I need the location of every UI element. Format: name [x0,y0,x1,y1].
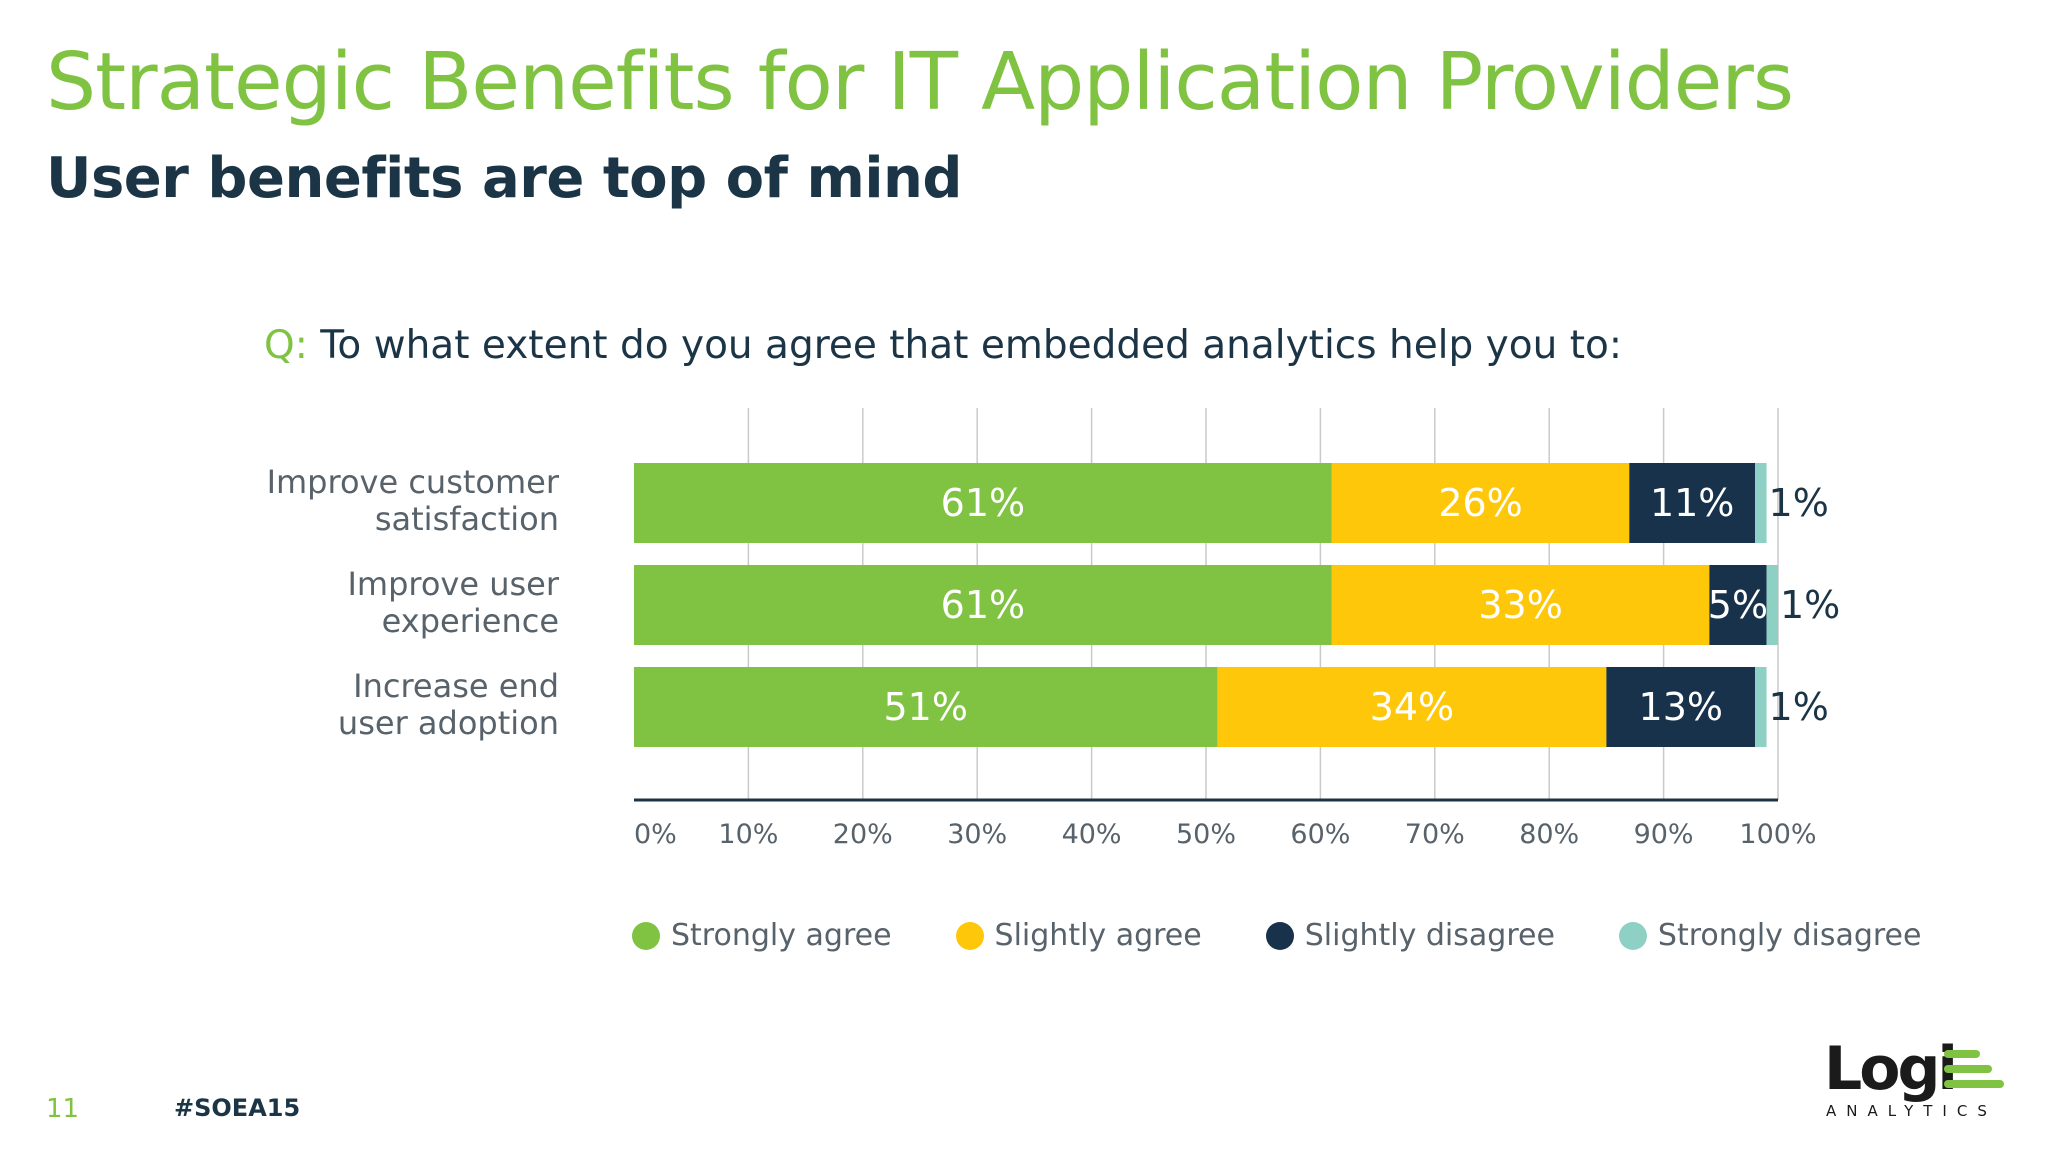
category-label: Improve customer [267,463,560,501]
legend-label: Strongly disagree [1657,918,1922,953]
data-label: 26% [1438,481,1522,525]
logo-wordmark: Logi [1824,1034,1958,1104]
data-label: 11% [1650,481,1734,525]
x-tick-label: 100% [1739,819,1816,850]
legend-label: Slightly disagree [1304,918,1555,953]
legend-label: Slightly agree [994,918,1202,953]
data-label: 51% [883,685,967,729]
slide-title: Strategic Benefits for IT Application Pr… [46,36,1794,128]
bar-segment-strongly-agree [634,667,1218,747]
x-tick-label: 20% [833,819,893,850]
chart-legend: Strongly agree Slightly agree Slightly dis… [632,918,1921,953]
x-tick-label: 0% [634,819,677,850]
bar-segment-strongly-agree [634,565,1332,645]
category-label: Improve user [347,565,559,603]
legend-swatch [632,921,660,950]
data-label: 34% [1370,685,1454,729]
bar-segment-strongly-agree [634,463,1332,543]
x-tick-label: 50% [1176,819,1236,850]
legend-item: Slightly agree [955,918,1202,953]
data-label: 5% [1708,583,1768,627]
bar-segment-slightly-agree [1331,565,1710,645]
legend-swatch [955,921,984,950]
bar-segment-slightly-disagree [1709,565,1767,645]
legend-swatch [1618,921,1647,950]
legend-item: Strongly disagree [1618,918,1922,953]
data-label: 13% [1639,685,1723,729]
legend-swatch [1265,921,1294,950]
x-tick-label: 60% [1290,819,1350,850]
question-text: To what extent do you agree that embedde… [307,323,1623,368]
data-label: 1% [1769,685,1829,729]
bar-segment-slightly-agree [1331,463,1630,543]
logo-bars-icon [1944,1050,2004,1088]
legend-label: Strongly agree [671,918,892,953]
category-label: satisfaction [375,500,559,538]
legend-item: Slightly disagree [1265,918,1555,953]
page-number: 11 [46,1094,80,1124]
bar-segment-slightly-disagree [1606,667,1756,747]
bar-segment-strongly-disagree [1755,667,1767,747]
bar-segment-strongly-disagree [1755,463,1767,543]
x-tick-label: 40% [1062,819,1122,850]
category-label: experience [382,602,559,640]
x-tick-label: 30% [947,819,1007,850]
bar-segment-slightly-disagree [1629,463,1756,543]
x-tick-label: 80% [1519,819,1579,850]
hashtag: #SOEA15 [174,1094,301,1122]
slide-subtitle: User benefits are top of mind [46,146,963,211]
bar-segment-slightly-agree [1217,667,1607,747]
category-label: user adoption [338,704,559,742]
question-prefix: Q: [264,323,308,368]
data-label: 61% [941,481,1025,525]
legend-item: Strongly agree [632,918,892,953]
x-tick-label: 70% [1405,819,1465,850]
data-label: 33% [1478,583,1562,627]
data-label: 61% [941,583,1025,627]
data-label: 1% [1780,583,1840,627]
x-tick-label: 90% [1634,819,1694,850]
logo-subtext: ANALYTICS [1826,1102,1997,1120]
category-label: Increase end [353,667,559,705]
x-tick-label: 10% [718,819,778,850]
bar-segment-strongly-disagree [1766,565,1778,645]
survey-question: Q: To what extent do you agree that embe… [264,323,1622,368]
logi-analytics-logo: Logi ANALYTICS [1820,1034,2010,1120]
data-label: 1% [1769,481,1829,525]
